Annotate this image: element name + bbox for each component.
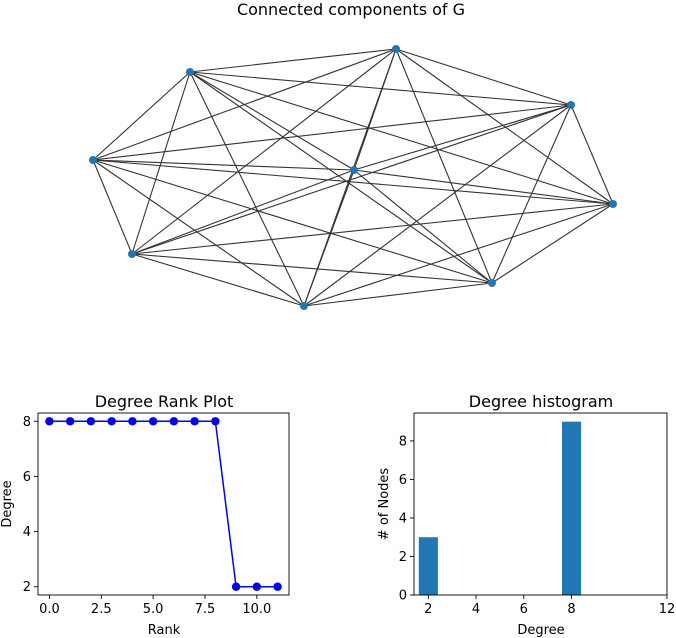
network-edge bbox=[189, 71, 305, 307]
network-edge bbox=[491, 203, 614, 284]
network-edge bbox=[303, 169, 355, 307]
network-node bbox=[186, 68, 194, 76]
rank-plot-ticks: 0.0 2.5 5.0 7.5 10.0 2 4 6 8 bbox=[23, 415, 272, 617]
rank-xtick-label: 5.0 bbox=[143, 602, 164, 617]
network-edge bbox=[395, 48, 493, 284]
rank-plot-ylabel: Degree bbox=[0, 480, 15, 527]
network-edge bbox=[92, 71, 191, 161]
rank-ytick-label: 2 bbox=[23, 580, 31, 595]
network-edge bbox=[395, 48, 614, 205]
histogram-xtick-label: 8 bbox=[567, 602, 575, 617]
rank-plot-frame bbox=[37, 412, 290, 596]
histogram-ytick-label: 6 bbox=[399, 473, 407, 488]
network-edge bbox=[189, 71, 493, 284]
network-edge bbox=[92, 104, 572, 161]
rank-plot-points bbox=[45, 417, 282, 591]
network-edge bbox=[189, 71, 572, 106]
network-edge bbox=[491, 104, 572, 284]
network-node bbox=[300, 302, 308, 310]
network-node bbox=[89, 156, 97, 164]
histogram-xtick-label: 2 bbox=[424, 602, 432, 617]
network-edge bbox=[92, 159, 305, 307]
histogram-ytick-label: 4 bbox=[399, 511, 407, 526]
network-edge bbox=[570, 104, 614, 205]
network-edge bbox=[189, 71, 355, 171]
network-edge bbox=[131, 104, 572, 255]
histogram-frame bbox=[413, 412, 668, 596]
rank-point bbox=[107, 417, 116, 426]
network-edge bbox=[92, 159, 133, 255]
network-edge bbox=[353, 169, 493, 284]
rank-point bbox=[190, 417, 199, 426]
network-node bbox=[350, 166, 358, 174]
rank-point bbox=[45, 417, 54, 426]
degree-histogram: Degree histogram 2 4 6 8 12 0 2 4 6 8 Degree # of… bbox=[377, 392, 675, 638]
network-edge bbox=[353, 104, 572, 171]
histogram-ytick-label: 0 bbox=[399, 589, 407, 604]
histogram-xlabel: Degree bbox=[517, 623, 564, 638]
network-edge bbox=[189, 48, 397, 73]
histogram-bars bbox=[418, 421, 582, 595]
rank-xtick-label: 0.0 bbox=[39, 602, 60, 617]
histogram-xtick-label: 12 bbox=[659, 602, 676, 617]
rank-point bbox=[273, 582, 282, 591]
rank-point bbox=[252, 582, 262, 591]
histogram-xtick-label: 4 bbox=[472, 602, 480, 617]
network-edge bbox=[131, 203, 614, 255]
network-edge bbox=[131, 169, 355, 255]
network-node bbox=[128, 250, 136, 258]
rank-ytick-label: 8 bbox=[23, 415, 31, 430]
network-edges bbox=[92, 48, 614, 307]
network-edge bbox=[189, 71, 614, 205]
histogram-ytick-label: 2 bbox=[399, 550, 407, 565]
rank-xtick-label: 2.5 bbox=[91, 602, 112, 617]
histogram-bar bbox=[418, 537, 438, 595]
rank-xtick-label: 10.0 bbox=[242, 602, 271, 617]
network-edge bbox=[131, 253, 305, 307]
network-edge bbox=[303, 104, 572, 307]
network-edge bbox=[92, 159, 614, 205]
rank-point bbox=[169, 417, 179, 426]
network-node bbox=[609, 200, 617, 208]
network-node bbox=[392, 45, 400, 53]
rank-point bbox=[148, 417, 158, 426]
rank-point bbox=[86, 417, 96, 426]
network-edge bbox=[131, 48, 397, 255]
network-edge bbox=[92, 159, 493, 284]
network-node bbox=[567, 101, 575, 109]
network-edge bbox=[92, 159, 355, 171]
rank-ytick-label: 6 bbox=[23, 470, 31, 485]
rank-point bbox=[231, 582, 241, 591]
rank-point bbox=[65, 417, 75, 426]
rank-plot-xlabel: Rank bbox=[148, 623, 181, 638]
rank-ytick-label: 4 bbox=[23, 525, 31, 540]
degree-rank-plot: Degree Rank Plot 0.0 2.5 5.0 7.5 10.0 2 4 6 8 Ra… bbox=[0, 392, 290, 638]
network-graph: Connected components of G bbox=[89, 0, 617, 310]
rank-point bbox=[128, 417, 137, 426]
network-title: Connected components of G bbox=[237, 0, 465, 19]
histogram-ticks: 2 4 6 8 12 0 2 4 6 8 bbox=[399, 434, 676, 617]
rank-point bbox=[211, 417, 220, 426]
histogram-title: Degree histogram bbox=[469, 392, 613, 411]
rank-plot-line bbox=[49, 420, 278, 588]
histogram-ytick-label: 8 bbox=[399, 434, 407, 449]
rank-plot-title: Degree Rank Plot bbox=[95, 392, 234, 411]
network-edge bbox=[131, 253, 493, 284]
network-edge bbox=[395, 48, 572, 106]
network-edge bbox=[303, 282, 493, 307]
rank-xtick-label: 7.5 bbox=[195, 602, 216, 617]
network-node bbox=[488, 279, 496, 287]
histogram-bar bbox=[561, 421, 582, 595]
histogram-xtick-label: 6 bbox=[520, 602, 528, 617]
network-edge bbox=[353, 48, 397, 171]
network-edge bbox=[353, 169, 614, 205]
histogram-ylabel: # of Nodes bbox=[377, 468, 392, 541]
network-nodes bbox=[89, 45, 617, 310]
